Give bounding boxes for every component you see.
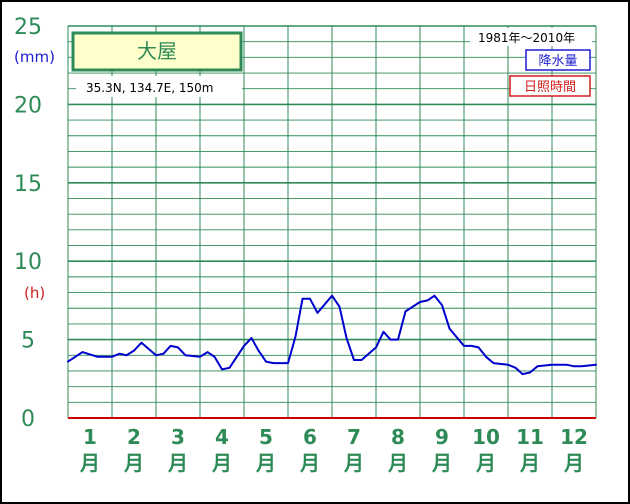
x-tick-label: 8月 — [387, 425, 408, 475]
legend-sunshine — [509, 75, 591, 97]
x-tick-month-suffix: 月 — [79, 451, 100, 475]
period-box — [470, 28, 592, 46]
x-tick-month-number: 5 — [259, 425, 273, 449]
series-layer — [67, 294, 597, 376]
precip-unit-label: (mm) — [14, 48, 55, 66]
grid-lines — [67, 25, 597, 419]
x-tick-month-suffix: 月 — [299, 451, 320, 475]
x-tick-month-suffix: 月 — [475, 451, 496, 475]
x-tick-month-number: 7 — [347, 425, 361, 449]
y-tick-label: 25 — [14, 15, 42, 40]
x-tick-label: 7月 — [343, 425, 364, 475]
x-tick-month-suffix: 月 — [211, 451, 232, 475]
y-tick-label: 5 — [21, 329, 35, 354]
x-tick-month-suffix: 月 — [563, 451, 584, 475]
y-tick-label: 20 — [14, 93, 42, 118]
x-tick-label: 5月 — [255, 425, 276, 475]
x-tick-month-number: 8 — [391, 425, 405, 449]
y-tick-label: 15 — [14, 172, 42, 197]
station-coords: 35.3N, 134.7E, 150m — [86, 81, 213, 95]
x-tick-month-number: 4 — [215, 425, 229, 449]
x-tick-label: 10月 — [472, 425, 500, 475]
station-name: 大屋 — [137, 39, 177, 63]
legend-precip — [525, 49, 591, 71]
x-tick-label: 2月 — [123, 425, 144, 475]
x-tick-month-suffix: 月 — [167, 451, 188, 475]
x-tick-month-suffix: 月 — [255, 451, 276, 475]
y-axis-ticks: 0 5 10 15 20 25 — [14, 15, 42, 432]
x-tick-label: 11月 — [516, 425, 544, 475]
x-tick-month-number: 11 — [516, 425, 544, 449]
x-tick-month-number: 3 — [171, 425, 185, 449]
precip-series-line — [67, 294, 597, 376]
y-tick-label: 10 — [14, 250, 42, 275]
x-tick-label: 3月 — [167, 425, 188, 475]
x-tick-month-number: 9 — [435, 425, 449, 449]
x-tick-month-number: 2 — [127, 425, 141, 449]
x-tick-month-number: 6 — [303, 425, 317, 449]
x-tick-label: 6月 — [299, 425, 320, 475]
x-tick-label: 1月 — [79, 425, 100, 475]
period-label: 1981年〜2010年 — [478, 31, 575, 45]
x-tick-month-number: 10 — [472, 425, 500, 449]
x-tick-month-suffix: 月 — [343, 451, 364, 475]
sunshine-unit-label: (h) — [24, 284, 45, 302]
legend-precip-label: 降水量 — [538, 54, 577, 69]
x-tick-month-suffix: 月 — [123, 451, 144, 475]
legend-sunshine-label: 日照時間 — [524, 80, 576, 95]
x-tick-month-suffix: 月 — [387, 451, 408, 475]
y-tick-label: 0 — [21, 407, 35, 432]
x-tick-month-suffix: 月 — [519, 451, 540, 475]
x-tick-month-number: 12 — [560, 425, 588, 449]
coords-box — [76, 76, 242, 97]
x-tick-label: 4月 — [211, 425, 232, 475]
x-tick-month-suffix: 月 — [431, 451, 452, 475]
station-name-box — [71, 31, 243, 72]
x-tick-month-number: 1 — [83, 425, 97, 449]
x-tick-label: 12月 — [560, 425, 588, 475]
x-tick-label: 9月 — [431, 425, 452, 475]
